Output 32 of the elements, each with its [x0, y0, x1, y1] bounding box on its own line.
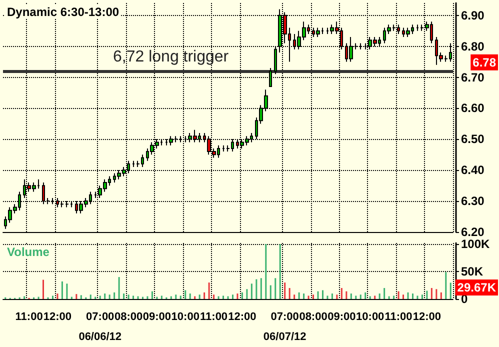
y-tick-label: 6.20	[461, 225, 485, 239]
text: 29.67K	[457, 280, 496, 295]
x-tick-label: 08:00	[114, 311, 143, 323]
x-tick-label: 10:00	[171, 311, 200, 323]
y-tick-label: 6.40	[461, 163, 485, 178]
y-tick-label: 100K	[461, 237, 490, 252]
x-tick-label: 10:00	[356, 311, 384, 323]
y-tick-label: 6.50	[461, 132, 485, 146]
candlestick	[406, 27, 410, 38]
x-tick-label: 12:00	[43, 311, 72, 323]
y-tick-label: 6.30	[461, 194, 485, 208]
y-tick-label: 6.70	[461, 70, 485, 84]
x-tick-label: 09:00	[142, 311, 172, 323]
x-tick-label: 09:00	[328, 311, 356, 323]
text: 6.78	[472, 55, 496, 70]
chart-title: Dynamic 6:30-13:00	[7, 5, 120, 19]
candlestick	[316, 27, 320, 38]
y-tick-label: 6.90	[461, 8, 485, 22]
ref-line-label: 6,72 long trigger	[113, 48, 230, 66]
x-tick-label: 08:00	[299, 311, 328, 323]
candlestick	[132, 160, 135, 168]
y-tick-label: 50K	[461, 264, 484, 279]
x-tick-label: 12:00	[228, 311, 256, 323]
chart-title: Volume	[7, 245, 50, 259]
candlestick	[416, 24, 419, 32]
x-tick-label: 11:00	[200, 311, 228, 323]
x-tick-label: 12:00	[412, 311, 442, 323]
x-tick-label: 11:00	[15, 311, 43, 323]
y-tick-label: 6.80	[461, 39, 485, 54]
candlestick	[222, 144, 225, 152]
x-tick-label: 11:00	[384, 311, 412, 323]
y-tick-label: 6.60	[461, 101, 485, 116]
